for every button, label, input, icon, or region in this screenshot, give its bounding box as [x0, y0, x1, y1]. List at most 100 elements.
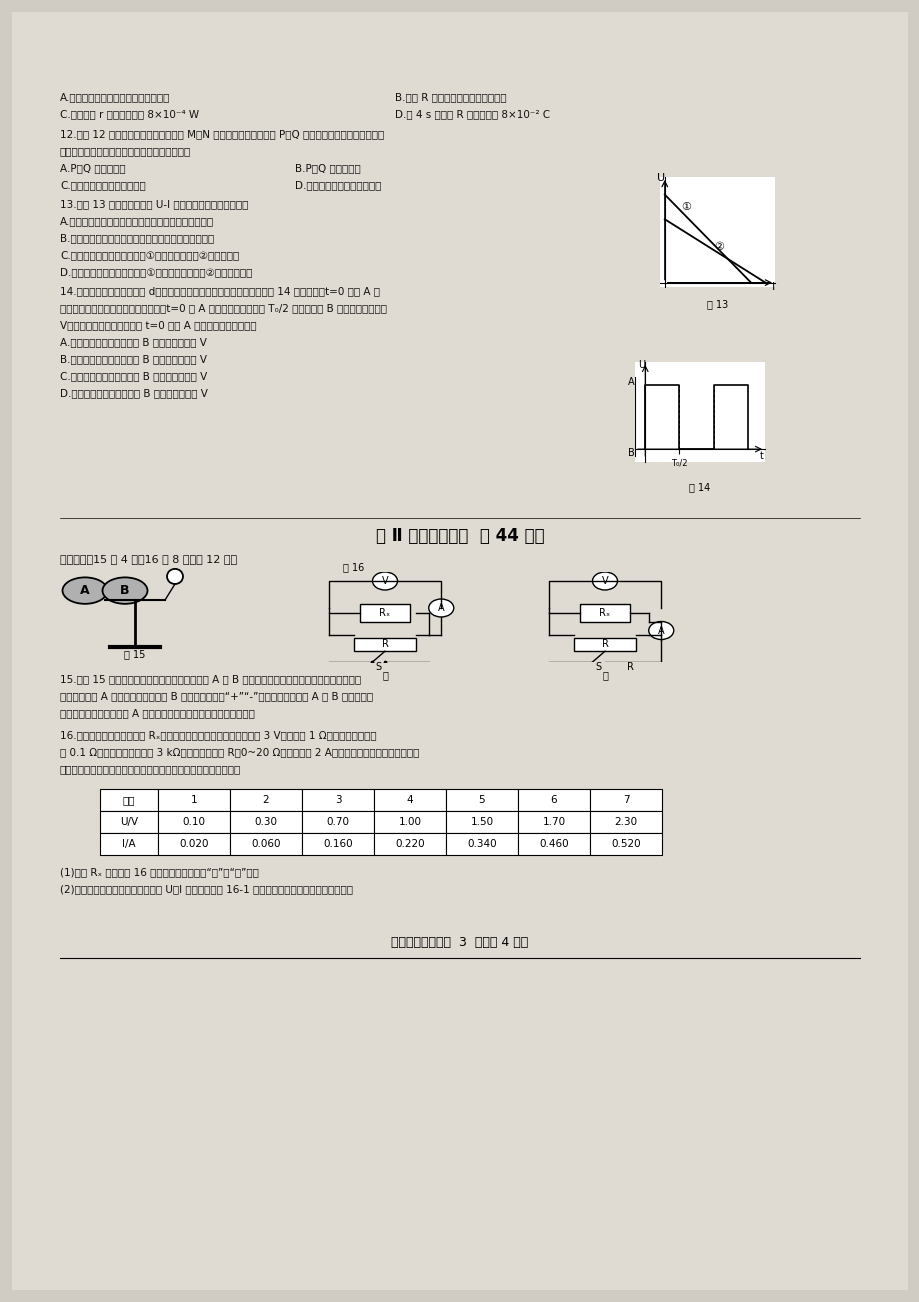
Circle shape — [592, 572, 617, 590]
Text: 0.340: 0.340 — [467, 838, 496, 849]
Text: B.两板距离减小时粒子到达 B 板速度可能小于 V: B.两板距离减小时粒子到达 B 板速度可能小于 V — [60, 354, 207, 365]
Text: Rₓ: Rₓ — [379, 608, 391, 617]
Text: ①: ① — [680, 202, 690, 212]
Text: U: U — [638, 361, 645, 371]
Text: R: R — [601, 639, 607, 650]
Text: 图 15: 图 15 — [124, 648, 145, 659]
Bar — [230, 789, 301, 811]
Text: D.两板距离增大时粒子到达 B 板速度一定小于 V: D.两板距离增大时粒子到达 B 板速度一定小于 V — [60, 388, 208, 398]
Text: (1)测量 Rₓ 是采用图 16 中的　　　图（选填“甲”或“乙”）。: (1)测量 Rₓ 是采用图 16 中的 图（选填“甲”或“乙”）。 — [60, 867, 258, 878]
Text: 去绝缘导体球，枕形导体 A 上的金属答　　　　（填张开或闭合）。: 去绝缘导体球，枕形导体 A 上的金属答 （填张开或闭合）。 — [60, 708, 255, 717]
Text: R: R — [626, 663, 633, 672]
Text: S: S — [595, 663, 601, 672]
Text: D.前 4 s 内通过 R 的电荷量为 8×10⁻² C: D.前 4 s 内通过 R 的电荷量为 8×10⁻² C — [394, 109, 550, 118]
Text: 1.70: 1.70 — [542, 816, 565, 827]
Text: A: A — [80, 585, 90, 598]
Text: I: I — [771, 281, 775, 292]
Text: 0.520: 0.520 — [610, 838, 641, 849]
Text: 13.如图 13 所示为两电源的 U-I 图像，则下列说法正确的是: 13.如图 13 所示为两电源的 U-I 图像，则下列说法正确的是 — [60, 199, 248, 210]
Bar — [446, 833, 517, 855]
Text: A.P、Q 将相互远离: A.P、Q 将相互远离 — [60, 163, 126, 173]
Text: V: V — [601, 575, 607, 586]
Text: 0.060: 0.060 — [251, 838, 280, 849]
Text: 0.70: 0.70 — [326, 816, 349, 827]
Text: 15.如图 15 将两个与外界绝缘的不带电枕形导体 A 与 B 紧紧袊在一起，将带有正电荷的绝缘导体球: 15.如图 15 将两个与外界绝缘的不带电枕形导体 A 与 B 紧紧袊在一起，将… — [60, 674, 361, 684]
Text: C.穿过回路的磁通量一定增大: C.穿过回路的磁通量一定增大 — [60, 180, 145, 190]
Text: B.当外接相同的电阵时，两电源的输出功率有可能相等: B.当外接相同的电阵时，两电源的输出功率有可能相等 — [60, 233, 214, 243]
Text: U: U — [656, 173, 664, 184]
Text: B: B — [120, 585, 130, 598]
Text: 0.30: 0.30 — [255, 816, 278, 827]
Text: V；现只改变两板距离，付从 t=0 时从 A 板小孔释放粒子；则：: V；现只改变两板距离，付从 t=0 时从 A 板小孔释放粒子；则： — [60, 320, 256, 329]
Text: 乙: 乙 — [601, 671, 607, 680]
Text: 图 13: 图 13 — [706, 298, 727, 309]
Text: B: B — [628, 448, 634, 457]
Bar — [374, 833, 446, 855]
Ellipse shape — [62, 577, 108, 604]
Text: D.穿过回路的磁通量可能减小: D.穿过回路的磁通量可能减小 — [295, 180, 381, 190]
Text: 7: 7 — [622, 796, 629, 805]
Text: D.当外接相同的电阵时，电源①的输出功率比电源②的输出功率大: D.当外接相同的电阵时，电源①的输出功率比电源②的输出功率大 — [60, 267, 252, 277]
Text: 1.00: 1.00 — [398, 816, 421, 827]
Circle shape — [648, 621, 673, 639]
Text: (2)这个小组的同学在坐标纸上建立 U、I 坐标系，如图 16-1 所示，图中已标出了与测量数据对应: (2)这个小组的同学在坐标纸上建立 U、I 坐标系，如图 16-1 所示，图中已… — [60, 884, 353, 894]
Text: I/A: I/A — [122, 838, 136, 849]
Bar — [589, 789, 662, 811]
Text: 1: 1 — [190, 796, 197, 805]
Text: 0.160: 0.160 — [323, 838, 352, 849]
Text: 12.如图 12 所示，光滑固定的金属导轨 M、N 水平放置，两根导体棒 P、Q 平行放置在导轨上，形成一个: 12.如图 12 所示，光滑固定的金属导轨 M、N 水平放置，两根导体棒 P、Q… — [60, 129, 384, 139]
Text: 0.020: 0.020 — [179, 838, 209, 849]
Bar — [573, 638, 636, 651]
Text: 2.30: 2.30 — [614, 816, 637, 827]
Text: 16.实验小组用伏安法测电阵 Rₓ，实验所用器材为：电池组（电动势 3 V，内阱约 1 Ω）、电流表（内阱: 16.实验小组用伏安法测电阵 Rₓ，实验所用器材为：电池组（电动势 3 V，内阱… — [60, 730, 376, 740]
Circle shape — [167, 569, 183, 585]
Bar — [301, 789, 374, 811]
Bar — [100, 811, 158, 833]
Text: A: A — [437, 603, 444, 613]
Text: 图 16: 图 16 — [343, 562, 364, 572]
Text: B.电阵 R 两端的电压随时间均匀增大: B.电阵 R 两端的电压随时间均匀增大 — [394, 92, 506, 102]
Text: 0.10: 0.10 — [182, 816, 205, 827]
Bar — [374, 811, 446, 833]
Bar — [517, 833, 589, 855]
Text: A.当外接相同的电阵时，两电源的路端电压有可能相等: A.当外接相同的电阵时，两电源的路端电压有可能相等 — [60, 216, 214, 227]
Bar — [589, 833, 662, 855]
Text: C.线圈电阵 r 消耗的功率为 8×10⁻⁴ W: C.线圈电阵 r 消耗的功率为 8×10⁻⁴ W — [60, 109, 199, 118]
Bar — [230, 833, 301, 855]
Bar — [158, 789, 230, 811]
Text: 高二物理试题卷第  3  页（共 4 页）: 高二物理试题卷第 3 页（共 4 页） — [391, 936, 528, 949]
Text: 三、实验（15 题 4 分，16 题 8 分，共 12 分）: 三、实验（15 题 4 分，16 题 8 分，共 12 分） — [60, 553, 237, 564]
Bar — [446, 811, 517, 833]
Text: 1.50: 1.50 — [470, 816, 493, 827]
Text: 6: 6 — [550, 796, 557, 805]
Bar — [354, 638, 415, 651]
Text: A: A — [628, 376, 634, 387]
Text: 约 0.1 Ω）、电压表（内阱约 3 kΩ）、滑动变阱器 R（0~20 Ω，额定电流 2 A）、开关、导线若干。某小组同: 约 0.1 Ω）、电压表（内阱约 3 kΩ）、滑动变阱器 R（0~20 Ω，额定… — [60, 747, 419, 756]
Ellipse shape — [102, 577, 147, 604]
Circle shape — [428, 599, 453, 617]
Text: V: V — [381, 575, 388, 586]
Text: B.P、Q 将相互靠拢: B.P、Q 将相互靠拢 — [295, 163, 360, 173]
Bar — [374, 789, 446, 811]
Text: ②: ② — [714, 242, 724, 253]
Bar — [230, 811, 301, 833]
Bar — [158, 811, 230, 833]
Text: C.当外接相同的电阵时，电源①的总功率比电源②的总功率大: C.当外接相同的电阵时，电源①的总功率比电源②的总功率大 — [60, 250, 239, 260]
Bar — [100, 789, 158, 811]
Text: 2: 2 — [263, 796, 269, 805]
Text: 14.平行板电容器两极板相距 d，板上有两个正对的小孔，两极板加上如图 14 所示电压，t=0 时从 A 板: 14.平行板电容器两极板相距 d，板上有两个正对的小孔，两极板加上如图 14 所… — [60, 286, 380, 296]
Bar — [517, 811, 589, 833]
Bar — [301, 833, 374, 855]
Text: 小孔释放一带正电的粒子（不计重力，t=0 时 A 板电势高），粒子在 T₀/2 时恰好穿过 B 板小孔，且速度为: 小孔释放一带正电的粒子（不计重力，t=0 时 A 板电势高），粒子在 T₀/2 … — [60, 303, 387, 312]
Text: U/V: U/V — [119, 816, 138, 827]
Text: 3: 3 — [335, 796, 341, 805]
Text: 0.220: 0.220 — [395, 838, 425, 849]
Bar — [517, 789, 589, 811]
Text: S: S — [375, 663, 381, 672]
Bar — [100, 833, 158, 855]
Bar — [579, 604, 630, 621]
Text: 0.460: 0.460 — [539, 838, 568, 849]
Text: 次数: 次数 — [122, 796, 135, 805]
Bar — [589, 811, 662, 833]
Text: Rₓ: Rₓ — [598, 608, 610, 617]
